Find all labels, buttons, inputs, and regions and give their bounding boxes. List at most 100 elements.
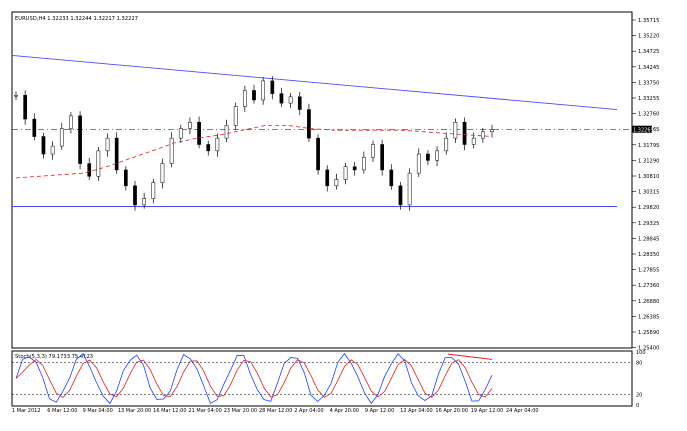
price-axis-label: 1.25400 [638,346,659,352]
time-axis-label: 6 Mar 12:00 [47,408,77,414]
candle [316,134,320,175]
time-axis-label: 2 Apr 04:00 [294,408,323,414]
candle [133,181,137,211]
candle [96,147,101,182]
candle [297,92,302,116]
candle [206,140,211,156]
stoch-d-line [15,358,493,399]
candle [444,132,449,155]
candle [252,84,256,104]
candle [261,77,266,105]
time-axis-label: 13 Mar 20:00 [118,408,151,414]
candle [105,133,110,157]
candle [160,158,165,189]
time-axis-label: 24 Apr 04:00 [506,408,539,414]
time-axis-label: 16 Mar 12:00 [153,408,186,414]
time-axis-label: 19 Apr 12:00 [471,408,504,414]
candle [224,119,229,142]
candle [151,178,156,204]
candle [480,127,485,143]
candle [14,91,18,100]
candle [371,140,375,162]
candle [416,148,421,177]
time-axis-label: 9 Apr 12:00 [365,408,394,414]
price-axis-label: 1.29820 [638,205,659,211]
stochastic-header: Stoch(5,3,3) 79.1733 75.4123 [15,354,93,360]
candle [270,76,275,100]
candle [426,150,430,166]
candle [380,139,385,176]
osc-level-label: 0 [636,403,639,409]
price-axis-label: 1.26385 [638,314,659,320]
candle [233,102,238,131]
candle [69,112,73,134]
candle [41,132,46,159]
candle [78,111,82,170]
price-axis-label: 1.31290 [638,158,659,164]
candle [142,192,147,209]
price-axis-label: 1.30810 [638,174,659,180]
price-axis-label: 1.30315 [638,190,659,196]
price-axis-label: 1.33750 [638,80,659,86]
candle [334,173,339,190]
price-axis-label: 1.34725 [638,49,659,55]
oscillator-pane[interactable] [11,350,633,407]
price-axis-label: 1.35220 [638,34,659,40]
time-axis-label: 21 Mar 04:00 [188,408,221,414]
price-axis-label: 1.28350 [638,252,659,258]
moving-average [15,125,493,179]
main-pane[interactable] [11,11,633,349]
candle [32,113,37,141]
candle [398,182,403,210]
candle [123,166,128,191]
candle [389,164,394,190]
price-axis-label: 1.33255 [638,96,659,102]
osc-level-label: 80 [636,361,642,367]
current-price-label: 1.32265 [633,127,654,133]
candle [114,132,119,174]
time-axis-label: 1 Mar 2012 [12,408,41,414]
candle [361,151,366,174]
current-price-badge [632,125,652,133]
price-axis-label: 1.28845 [638,236,659,242]
candle [490,124,494,138]
price-axis-label: 1.27360 [638,283,659,289]
candle [325,165,330,192]
price-axis-label: 1.29325 [638,221,659,227]
price-axis-label: 1.31795 [638,143,659,149]
candle [242,85,247,113]
time-axis-label: 16 Apr 20:00 [435,408,468,414]
candle [59,122,64,150]
candle [435,146,439,167]
candle [462,117,467,151]
price-axis-label: 1.32760 [638,112,659,118]
candle [279,87,284,107]
price-axis-label: 1.34245 [638,65,659,71]
time-axis-label: 28 Mar 12:00 [259,408,292,414]
candle [178,124,183,143]
candle [50,141,55,160]
candle [407,168,412,211]
stoch-k-line [15,352,493,405]
osc-level-label: 20 [636,392,642,398]
time-axis-label: 23 Mar 20:00 [224,408,257,414]
price-axis-label: 1.26880 [638,299,659,305]
candle [215,133,220,157]
osc-level-label: 100 [636,350,646,356]
time-axis-label: 12 Apr 04:00 [400,408,433,414]
candle [288,92,293,108]
price-axis-label: 1.27855 [638,268,659,274]
candle [23,90,28,125]
price-axis-label: 1.25890 [638,330,659,336]
price-axis-label: 1.35715 [638,18,659,24]
time-axis-label: 9 Mar 04:00 [83,408,113,414]
candle [87,157,92,181]
symbol-header: EURUSD,H4 1.32233 1.32244 1.32217 1.3222… [15,16,138,22]
resistance-trendline[interactable] [11,55,618,110]
candle [188,117,192,135]
candle [197,116,201,149]
divergence-line [447,353,493,360]
candle [169,132,174,168]
